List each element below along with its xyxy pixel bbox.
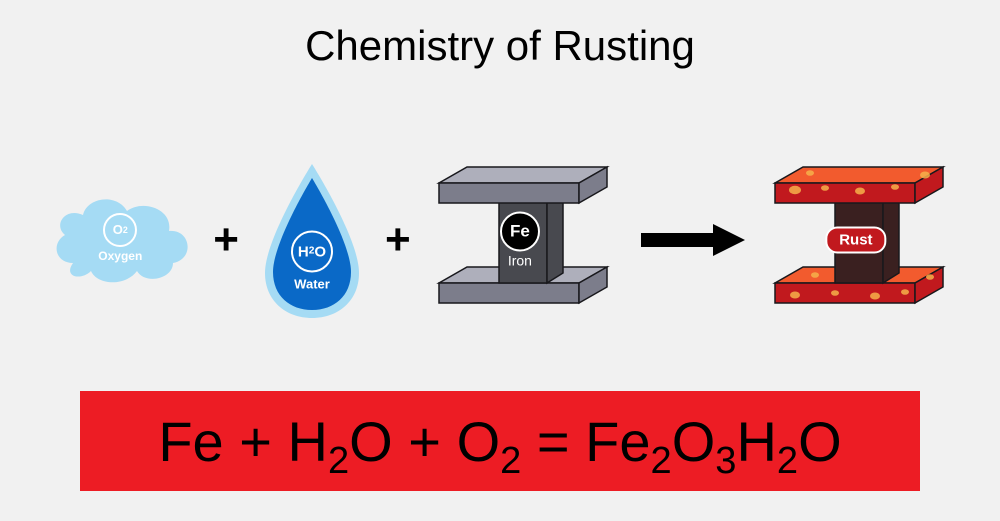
iron-ibeam: Fe Iron xyxy=(429,155,619,325)
iron-label: Fe Iron xyxy=(500,212,540,269)
plus-1: + xyxy=(213,215,239,265)
oxygen-symbol-circle: O2 xyxy=(103,213,137,247)
rust-label: Rust xyxy=(825,227,886,254)
water-symbol-circle: H2O xyxy=(291,231,333,273)
equation-bar: Fe + H2O + O2 = Fe2O3H2O xyxy=(80,391,920,491)
iron-name: Iron xyxy=(500,253,540,269)
plus-2: + xyxy=(385,215,411,265)
water-o: O xyxy=(314,243,326,260)
iron-symbol: Fe xyxy=(510,222,530,242)
page-title: Chemistry of Rusting xyxy=(0,22,1000,70)
rust-pill: Rust xyxy=(825,227,886,254)
oxygen-label: O2 Oxygen xyxy=(98,213,142,263)
equation-text: Fe + H2O + O2 = Fe2O3H2O xyxy=(158,409,841,474)
water-name: Water xyxy=(291,277,333,292)
iron-symbol-circle: Fe xyxy=(500,212,540,252)
water-label: H2O Water xyxy=(291,231,333,292)
arrow-icon xyxy=(637,220,747,260)
oxygen-symbol: O xyxy=(113,222,123,237)
diagram-row: O2 Oxygen + H2O Water + xyxy=(0,140,1000,340)
rust-ibeam: Rust xyxy=(765,155,955,325)
oxygen-cloud: O2 Oxygen xyxy=(45,185,195,295)
water-h: H xyxy=(298,243,309,260)
water-drop: H2O Water xyxy=(257,158,367,323)
oxygen-name: Oxygen xyxy=(98,249,142,263)
